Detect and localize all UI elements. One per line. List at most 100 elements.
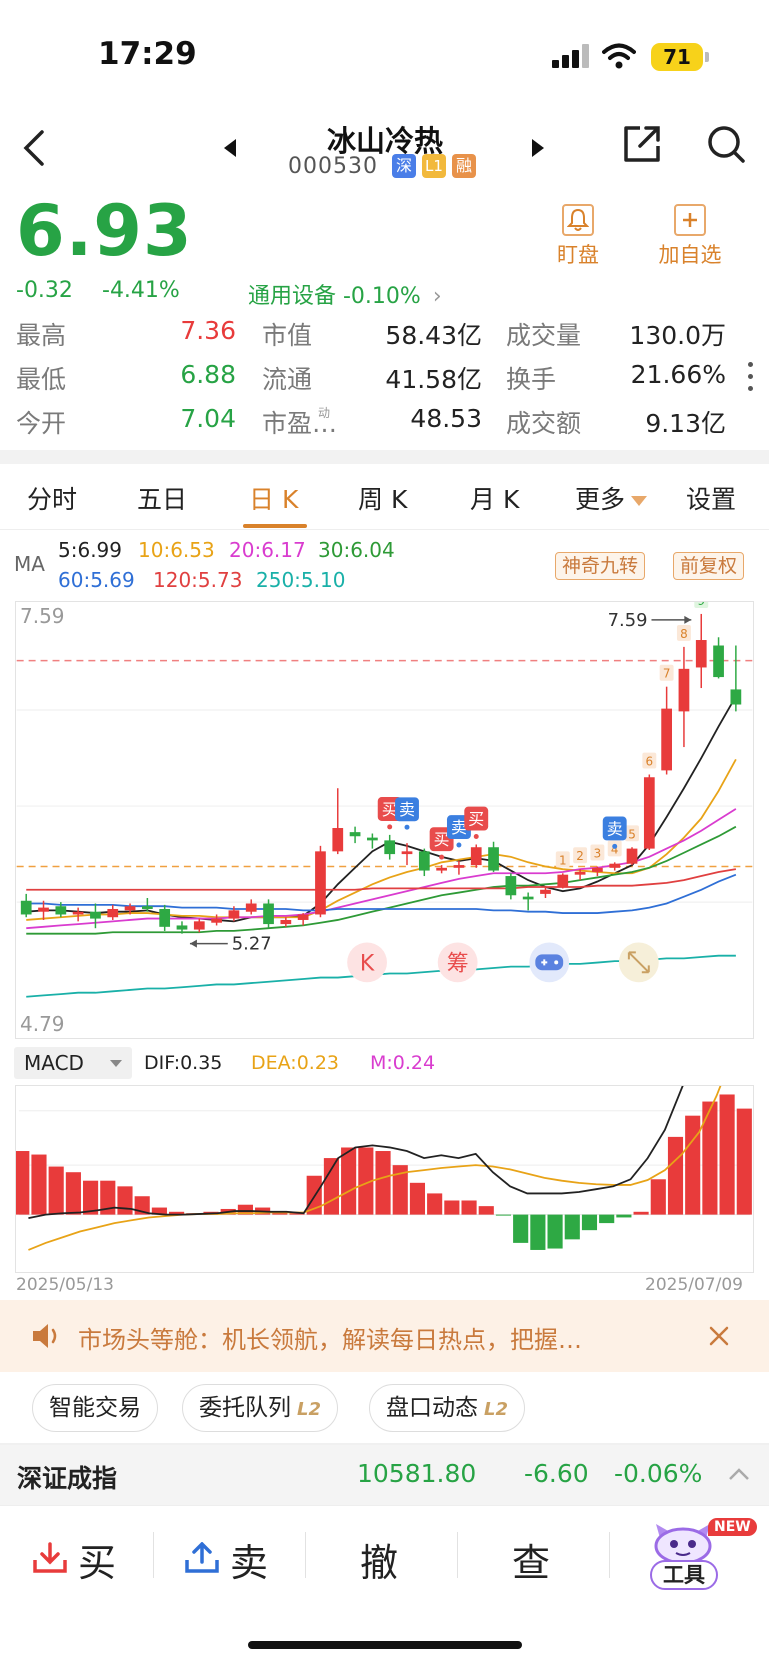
signal-dot <box>456 842 462 848</box>
macd-histogram-bar <box>375 1151 391 1215</box>
macd-histogram-bar <box>16 1151 30 1215</box>
ma60-value: 60:5.69 <box>58 568 135 592</box>
nine-count-label: 9 <box>697 601 705 608</box>
tool-button-bg <box>437 942 478 983</box>
signal-dot <box>439 854 445 860</box>
amount-label: 成交额 <box>506 409 582 438</box>
candle-body <box>592 867 603 872</box>
ma60-line <box>26 873 737 914</box>
nine-turn-button[interactable]: 神奇九转 <box>555 552 646 580</box>
stock-name: 冰山冷热 <box>326 124 443 158</box>
more-dots-icon[interactable] <box>744 360 756 400</box>
float-value: 41.58亿 <box>385 365 482 394</box>
market-tag-sz: 深 <box>392 154 416 178</box>
adjust-button[interactable]: 前复权 <box>673 552 745 580</box>
nine-count-label: 3 <box>594 846 602 860</box>
candle-body <box>436 867 447 871</box>
candle-body <box>124 906 136 911</box>
tab-more[interactable]: 更多 <box>575 480 648 516</box>
macd-histogram-bar <box>427 1193 443 1215</box>
chip-tool-button[interactable]: 筹 <box>437 942 478 983</box>
macd-histogram-bar <box>495 1214 512 1216</box>
candle-body <box>349 832 361 837</box>
back-icon[interactable] <box>20 128 46 168</box>
nine-count-box <box>659 664 674 681</box>
expand-icon[interactable] <box>618 942 659 983</box>
macd-histogram-bar <box>530 1214 546 1250</box>
nine-count-box <box>573 847 588 864</box>
nine-count-box <box>590 844 605 861</box>
candle-body <box>540 889 551 894</box>
ma120-value: 120:5.73 <box>153 568 243 592</box>
volume-label: 成交量 <box>506 321 582 350</box>
candle-body <box>90 911 101 919</box>
macd-histogram-bar <box>667 1136 684 1215</box>
ma10-value: 10:6.53 <box>138 538 215 562</box>
level-tag-l1: L1 <box>422 154 446 178</box>
add-watchlist-label: 加自选 <box>658 243 722 267</box>
ma10-line <box>26 758 737 921</box>
order-queue-button[interactable]: 委托队列 L2 <box>182 1384 338 1432</box>
candle-body <box>20 900 32 915</box>
nine-count-label: 4 <box>611 842 619 856</box>
k-tool-button[interactable]: K <box>347 942 387 983</box>
sector-link[interactable]: 通用设备 -0.10% › <box>248 278 442 310</box>
macd-histogram-bar <box>237 1204 253 1215</box>
index-ticker[interactable]: 深证成指 10581.80 -6.60 -0.06% <box>0 1445 769 1505</box>
margin-tag: 融 <box>452 154 476 178</box>
buy-signal <box>464 806 489 831</box>
cancel-button[interactable]: 撤 <box>360 1541 399 1585</box>
signal-label: 卖 <box>399 800 415 819</box>
tab-daily-k[interactable]: 日 K <box>249 485 299 514</box>
macd-chart[interactable] <box>15 1085 754 1273</box>
ad-banner[interactable]: 市场头等舱：机长领航，解读每日热点，把握… <box>0 1300 769 1372</box>
macd-histogram-bar <box>513 1214 529 1243</box>
upload-icon <box>185 1542 219 1573</box>
next-stock-icon[interactable] <box>530 138 546 158</box>
expand-arrows <box>627 951 650 974</box>
macd-histogram-bar <box>444 1200 460 1215</box>
low-value: 6.88 <box>180 360 236 389</box>
price-change: -0.32 <box>16 278 73 303</box>
candle-body <box>211 918 222 923</box>
candle-body <box>280 919 292 925</box>
divider <box>305 1532 306 1578</box>
tab-intraday[interactable]: 分时 <box>27 485 78 514</box>
active-tab-indicator <box>243 524 307 528</box>
search-icon[interactable] <box>706 124 746 164</box>
chevron-up-icon[interactable] <box>728 1467 750 1481</box>
candle-body <box>193 921 205 930</box>
sell-label: 卖 <box>230 1541 269 1585</box>
gamepad-dpad <box>541 959 548 966</box>
ma250-value: 250:5.10 <box>256 568 346 592</box>
tools-button[interactable]: NEW 工具 <box>646 1518 758 1594</box>
new-badge: NEW <box>708 1518 757 1536</box>
prev-stock-icon[interactable] <box>222 138 238 158</box>
macd-histogram-bar <box>702 1101 718 1215</box>
chevron-right-icon: › <box>432 284 442 309</box>
last-price: 6.93 <box>16 190 193 272</box>
tab-monthly-k[interactable]: 月 K <box>470 485 520 514</box>
gamepad-body <box>535 954 564 971</box>
smart-trade-button[interactable]: 智能交易 <box>32 1384 158 1432</box>
sector-text: 通用设备 -0.10% <box>248 284 421 309</box>
watch-button[interactable]: 盯盘 <box>548 204 608 269</box>
add-watchlist-button[interactable]: 加自选 <box>650 204 730 269</box>
tab-settings[interactable]: 设置 <box>686 485 737 514</box>
bell-icon <box>562 204 594 236</box>
share-icon[interactable] <box>622 124 662 164</box>
candle-body <box>522 896 534 900</box>
macd-selector[interactable]: MACD <box>14 1047 132 1079</box>
macd-histogram-bar <box>358 1147 374 1215</box>
order-book-button[interactable]: 盘口动态 L2 <box>369 1384 525 1432</box>
buy-button[interactable]: 买 <box>32 1526 142 1586</box>
gamepad-icon[interactable] <box>529 942 570 983</box>
sell-button[interactable]: 卖 <box>184 1526 294 1586</box>
query-button[interactable]: 查 <box>512 1541 551 1585</box>
macd-histogram-bar <box>65 1172 81 1215</box>
close-icon[interactable] <box>708 1325 730 1347</box>
watch-label: 盯盘 <box>557 243 599 267</box>
tab-weekly-k[interactable]: 周 K <box>358 485 408 514</box>
tab-five-day[interactable]: 五日 <box>137 485 188 514</box>
